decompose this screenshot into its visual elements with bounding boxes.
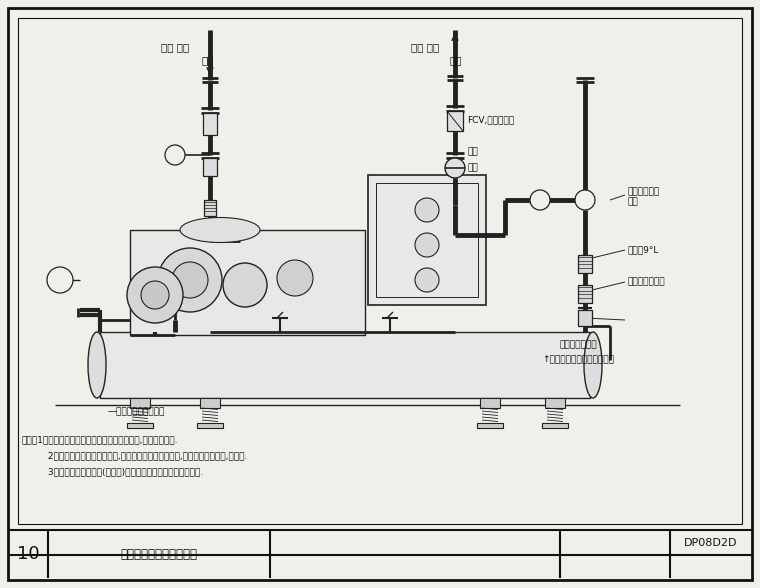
Bar xyxy=(130,398,150,408)
Bar xyxy=(127,423,153,428)
Bar xyxy=(200,398,220,408)
Bar xyxy=(368,175,486,305)
Circle shape xyxy=(575,190,595,210)
Bar xyxy=(542,423,568,428)
Circle shape xyxy=(277,260,313,296)
Text: —設備型式冰水機說明: —設備型式冰水機說明 xyxy=(108,407,166,416)
Bar xyxy=(545,398,565,408)
Text: 蝶閥: 蝶閥 xyxy=(467,163,478,172)
Bar xyxy=(100,332,590,398)
Text: ↑排水至排水溝或地板蒸水頭: ↑排水至排水溝或地板蒸水頭 xyxy=(542,356,614,365)
Text: 附註：1、本圖冰水主機之外形為離心式冰水主機,其外形供參考.: 附註：1、本圖冰水主機之外形為離心式冰水主機,其外形供參考. xyxy=(22,436,179,445)
Text: 10: 10 xyxy=(17,545,40,563)
Text: 雙球式防震水管: 雙球式防震水管 xyxy=(627,278,665,286)
Text: （冰 水）: （冰 水） xyxy=(161,42,189,52)
Circle shape xyxy=(158,248,222,312)
Bar xyxy=(376,183,478,297)
Text: 冰水主機水管安裝示意圖: 冰水主機水管安裝示意圖 xyxy=(121,547,198,560)
Bar xyxy=(204,200,216,216)
Text: 溫度計9°L: 溫度計9°L xyxy=(627,246,658,255)
Circle shape xyxy=(415,233,439,257)
Circle shape xyxy=(165,145,185,165)
Ellipse shape xyxy=(180,218,260,242)
Circle shape xyxy=(141,281,169,309)
Text: 閘門閥（考克）: 閘門閥（考克） xyxy=(560,340,597,349)
Bar xyxy=(578,285,592,303)
Circle shape xyxy=(415,268,439,292)
Text: 進水: 進水 xyxy=(202,55,214,65)
Circle shape xyxy=(415,198,439,222)
Ellipse shape xyxy=(88,332,106,398)
Bar xyxy=(480,398,500,408)
Text: DP08D2D: DP08D2D xyxy=(684,537,738,547)
Bar xyxy=(447,111,463,131)
Ellipse shape xyxy=(584,332,602,398)
Circle shape xyxy=(530,190,550,210)
Text: 2、任何型式和類之冰水主機,其主要水管均包含冰水進,出水管及冷卻水進,出水管.: 2、任何型式和類之冰水主機,其主要水管均包含冰水進,出水管及冷卻水進,出水管. xyxy=(22,452,247,460)
Text: 出水: 出水 xyxy=(467,148,478,156)
Circle shape xyxy=(223,263,267,307)
Bar xyxy=(477,423,503,428)
Text: （冰 水）: （冰 水） xyxy=(411,42,439,52)
Text: 進水: 進水 xyxy=(627,198,638,206)
Circle shape xyxy=(47,267,73,293)
Circle shape xyxy=(127,267,183,323)
Text: 出水: 出水 xyxy=(450,55,463,65)
Text: 壓力錶附考克: 壓力錶附考克 xyxy=(627,188,659,196)
Text: FCV,（冷卻水）: FCV,（冷卻水） xyxy=(467,115,514,125)
Bar xyxy=(203,113,217,135)
Circle shape xyxy=(445,158,465,178)
Bar xyxy=(578,310,592,326)
Circle shape xyxy=(172,262,208,298)
Text: 3、在冰水及冷卻水管(共四處)均設置支撐架各橡皮墊避震裝置.: 3、在冰水及冷卻水管(共四處)均設置支撐架各橡皮墊避震裝置. xyxy=(22,467,203,476)
Bar xyxy=(197,423,223,428)
Bar xyxy=(203,158,217,176)
Bar xyxy=(578,255,592,273)
Bar xyxy=(18,18,742,524)
Bar xyxy=(130,230,365,335)
